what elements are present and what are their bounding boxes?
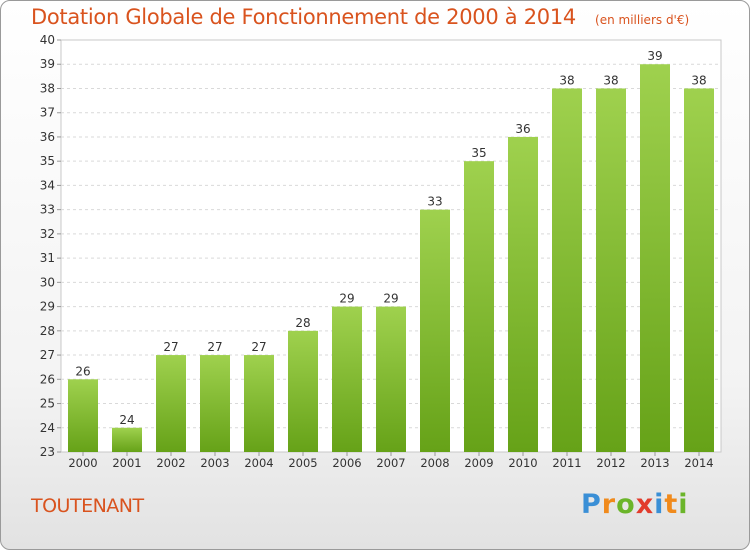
- logo-letter: P: [581, 489, 602, 520]
- bar: [464, 161, 494, 453]
- y-tick-label: 29: [40, 300, 55, 314]
- x-tick-label: 2007: [376, 456, 405, 470]
- bars: 26 24 27 27 27 28 29 29 33 35 36 38 38 39 38: [68, 49, 714, 453]
- y-tick-label: 23: [40, 445, 55, 459]
- bar: [112, 427, 142, 452]
- x-tick-label: 2003: [200, 456, 229, 470]
- logo-letter: t: [664, 489, 679, 520]
- bar: [376, 306, 406, 452]
- y-tick-label: 33: [40, 203, 55, 217]
- x-tick-label: 2012: [596, 456, 625, 470]
- data-label: 27: [251, 340, 266, 354]
- bar: [420, 209, 450, 452]
- x-tick-label: 2013: [640, 456, 669, 470]
- logo-letter: x: [635, 489, 655, 520]
- x-tick-label: 2009: [464, 456, 493, 470]
- data-label: 36: [515, 122, 530, 136]
- bar: [68, 379, 98, 452]
- x-axis: 2000 2001 2002 2003 2004 2005 2006 2007 2008 2009…: [68, 452, 714, 470]
- data-label: 27: [207, 340, 222, 354]
- bar: [200, 355, 230, 452]
- data-label: 26: [75, 364, 90, 378]
- data-label: 27: [163, 340, 178, 354]
- y-tick-label: 31: [40, 251, 55, 265]
- bar: [684, 88, 714, 453]
- y-tick-label: 24: [40, 421, 55, 435]
- bar: [244, 355, 274, 452]
- bar: [288, 330, 318, 452]
- y-tick-label: 30: [40, 275, 55, 289]
- x-tick-label: 2006: [332, 456, 361, 470]
- y-tick-label: 35: [40, 154, 55, 168]
- logo-letter: r: [601, 489, 617, 520]
- y-tick-label: 32: [40, 227, 55, 241]
- data-label: 29: [383, 292, 398, 306]
- y-tick-label: 27: [40, 348, 55, 362]
- y-tick-label: 39: [40, 57, 55, 71]
- logo-letter: i: [654, 489, 665, 520]
- y-tick-label: 38: [40, 81, 55, 95]
- x-tick-label: 2008: [420, 456, 449, 470]
- bar: [508, 136, 538, 453]
- data-label: 29: [339, 292, 354, 306]
- chart-title: Dotation Globale de Fonctionnement de 20…: [31, 5, 576, 29]
- data-label: 28: [295, 316, 310, 330]
- bar: [156, 355, 186, 452]
- commune-name: TOUTENANT: [31, 495, 144, 517]
- y-tick-label: 40: [40, 33, 55, 47]
- logo-letter: i: [678, 489, 689, 520]
- bar: [640, 64, 670, 452]
- logo-letter: o: [616, 489, 636, 520]
- x-tick-label: 2010: [508, 456, 537, 470]
- data-label: 33: [427, 195, 442, 209]
- bar: [552, 88, 582, 453]
- x-tick-label: 2002: [156, 456, 185, 470]
- y-tick-label: 28: [40, 324, 55, 338]
- data-label: 35: [471, 146, 486, 160]
- y-axis: 23 24 25 26 27 28 29 30 31 32 33 34 35 36 37 38 39 40: [40, 33, 61, 459]
- x-tick-label: 2005: [288, 456, 317, 470]
- y-tick-label: 25: [40, 397, 55, 411]
- data-label: 38: [559, 73, 574, 87]
- x-tick-label: 2000: [68, 456, 97, 470]
- x-tick-label: 2014: [684, 456, 713, 470]
- y-tick-label: 34: [40, 178, 55, 192]
- x-tick-label: 2004: [244, 456, 273, 470]
- chart-subtitle: (en milliers d'€): [595, 13, 690, 27]
- bar: [596, 88, 626, 453]
- proxiti-logo: Proxiti: [581, 489, 689, 520]
- bar: [332, 306, 362, 452]
- y-tick-label: 37: [40, 106, 55, 120]
- data-label: 38: [691, 73, 706, 87]
- y-tick-label: 36: [40, 130, 55, 144]
- data-label: 38: [603, 73, 618, 87]
- y-tick-label: 26: [40, 372, 55, 386]
- title-row: Dotation Globale de Fonctionnement de 20…: [31, 5, 689, 29]
- data-label: 39: [647, 49, 662, 63]
- data-label: 24: [119, 413, 134, 427]
- x-tick-label: 2001: [112, 456, 141, 470]
- x-tick-label: 2011: [552, 456, 581, 470]
